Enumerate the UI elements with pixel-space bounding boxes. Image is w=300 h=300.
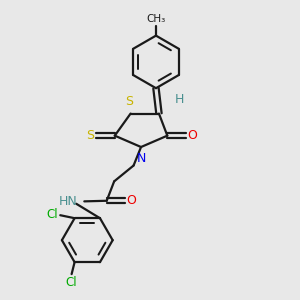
Text: Cl: Cl — [65, 277, 77, 290]
Text: S: S — [86, 129, 94, 142]
Text: N: N — [137, 152, 146, 165]
Text: CH₃: CH₃ — [146, 14, 166, 24]
Text: HN: HN — [59, 195, 78, 208]
Text: O: O — [188, 129, 197, 142]
Text: O: O — [126, 194, 136, 207]
Text: Cl: Cl — [47, 208, 58, 221]
Text: S: S — [125, 95, 133, 108]
Text: H: H — [175, 93, 184, 106]
